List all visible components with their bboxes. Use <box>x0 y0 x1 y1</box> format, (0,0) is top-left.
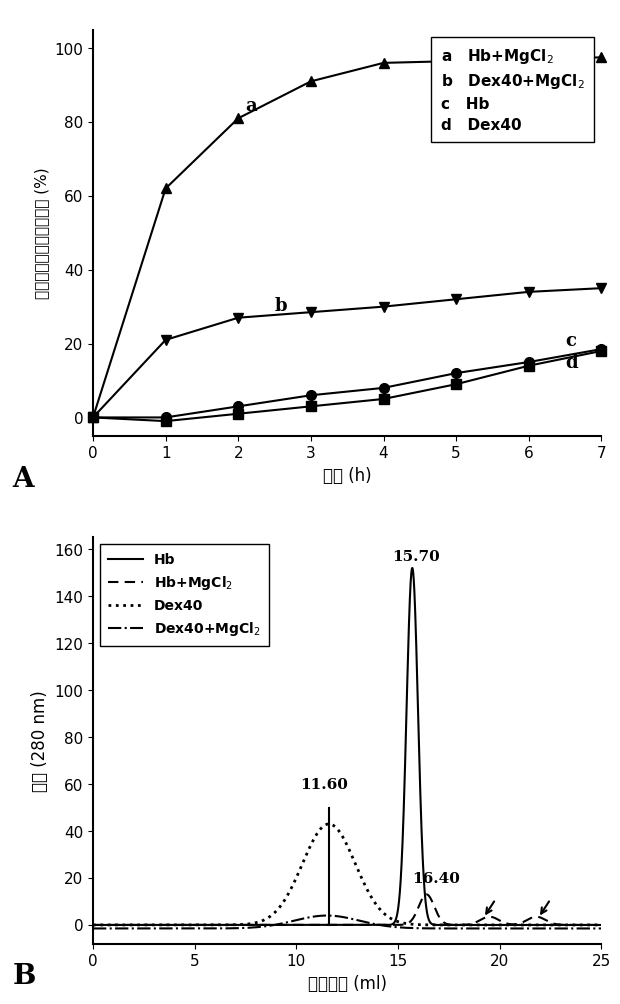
Text: b: b <box>275 296 287 314</box>
X-axis label: 洗脱体积 (ml): 洗脱体积 (ml) <box>308 974 387 992</box>
Text: 16.40: 16.40 <box>412 871 460 886</box>
Text: A: A <box>12 466 34 493</box>
Legend: Hb, Hb+MgCl$_2$, Dex40, Dex40+MgCl$_2$: Hb, Hb+MgCl$_2$, Dex40, Dex40+MgCl$_2$ <box>100 544 269 647</box>
Y-axis label: 波长 (280 nm): 波长 (280 nm) <box>31 690 49 791</box>
X-axis label: 时间 (h): 时间 (h) <box>323 467 371 485</box>
Y-axis label: 高铁血红蛋白的百分含量 (%): 高铁血红蛋白的百分含量 (%) <box>34 168 49 299</box>
Legend: a   Hb+MgCl$_2$, b   Dex40+MgCl$_2$, c   Hb, d   Dex40: a Hb+MgCl$_2$, b Dex40+MgCl$_2$, c Hb, d… <box>432 38 594 143</box>
Text: c: c <box>565 331 576 349</box>
Text: a: a <box>246 97 257 115</box>
Text: d: d <box>565 353 578 371</box>
Text: B: B <box>12 963 36 990</box>
Text: 11.60: 11.60 <box>301 778 348 792</box>
Text: 15.70: 15.70 <box>392 550 440 564</box>
